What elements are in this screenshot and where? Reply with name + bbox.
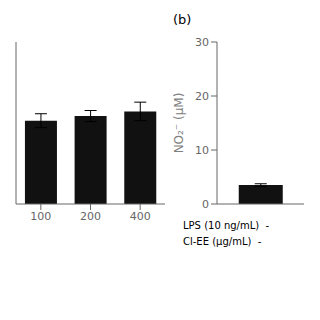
svg-text:30: 30 (195, 36, 209, 49)
html-text:Cl-EE (μg/mL) -: Cl-EE (μg/mL) - (183, 236, 262, 247)
svg-text:10: 10 (195, 144, 209, 157)
svg-text:20: 20 (195, 90, 209, 103)
html-text:LPS (10 ng/mL) -: LPS (10 ng/mL) - (183, 220, 270, 231)
svg-text:NO₂⁻ (μM): NO₂⁻ (μM) (173, 93, 186, 154)
svg-text:100: 100 (30, 210, 51, 223)
svg-text:400: 400 (130, 210, 151, 223)
html-text:(b): (b) (173, 12, 192, 27)
svg-text:200: 200 (80, 210, 101, 223)
svg-text:0: 0 (202, 198, 209, 211)
